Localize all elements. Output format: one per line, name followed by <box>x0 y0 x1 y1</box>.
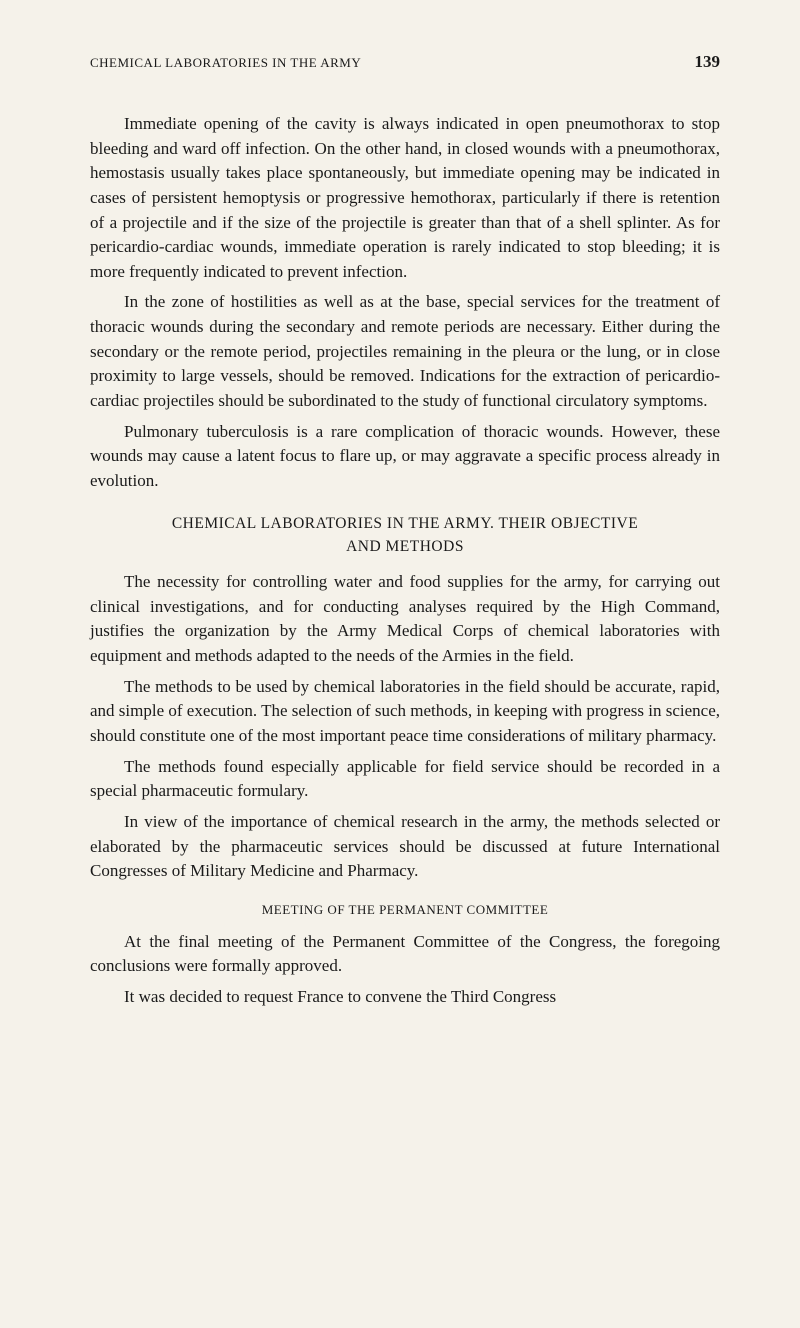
page-number: 139 <box>695 52 721 72</box>
paragraph-1: Immediate opening of the cavity is alway… <box>90 112 720 284</box>
section-heading-chemical-labs: CHEMICAL LABORATORIES IN THE ARMY. THEIR… <box>90 512 720 559</box>
page-header: CHEMICAL LABORATORIES IN THE ARMY 139 <box>90 52 720 72</box>
heading-line-2: AND METHODS <box>346 538 464 555</box>
subsection-heading-permanent-committee: MEETING OF THE PERMANENT COMMITTEE <box>90 902 720 918</box>
document-page: CHEMICAL LABORATORIES IN THE ARMY 139 Im… <box>0 0 800 1068</box>
paragraph-3: Pulmonary tuberculosis is a rare complic… <box>90 420 720 494</box>
paragraph-6: The methods found especially applicable … <box>90 755 720 804</box>
paragraph-5: The methods to be used by chemical labor… <box>90 675 720 749</box>
paragraph-4: The necessity for controlling water and … <box>90 570 720 669</box>
header-title: CHEMICAL LABORATORIES IN THE ARMY <box>90 55 361 71</box>
paragraph-7: In view of the importance of chemical re… <box>90 810 720 884</box>
paragraph-2: In the zone of hostilities as well as at… <box>90 290 720 413</box>
paragraph-8: At the final meeting of the Permanent Co… <box>90 930 720 979</box>
paragraph-9: It was decided to request France to conv… <box>90 985 720 1010</box>
heading-line-1: CHEMICAL LABORATORIES IN THE ARMY. THEIR… <box>172 515 638 532</box>
